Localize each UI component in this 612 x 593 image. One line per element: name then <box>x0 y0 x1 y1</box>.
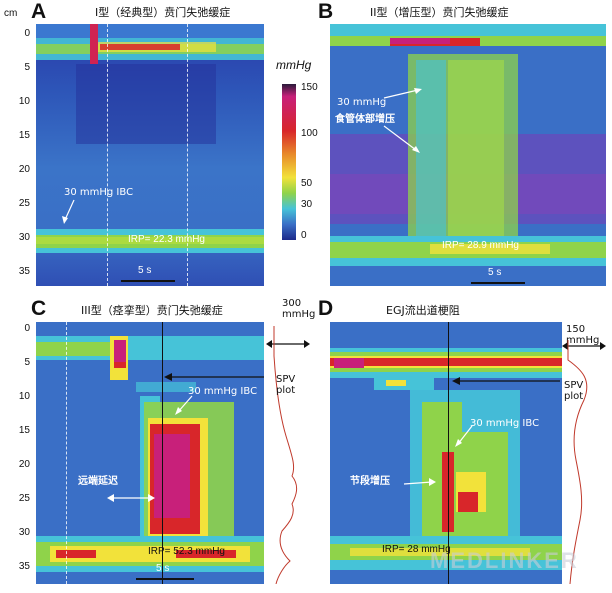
tick-a-5: 5 <box>24 62 30 73</box>
tick-c-5: 5 <box>24 357 30 368</box>
scale-label-c: 5 s <box>156 563 170 574</box>
spv-arrow-c <box>164 373 264 381</box>
panel-d-title: EGJ流出道梗阻 <box>386 304 460 317</box>
panel-a-letter: A <box>31 0 47 23</box>
ibc-label-b: 30 mmHg <box>337 97 387 108</box>
spv-cursor-d <box>448 322 449 584</box>
scale-label-a: 5 s <box>138 265 152 276</box>
pressurization-label-b: 食管体部增压 <box>335 114 395 125</box>
tick-c-30: 30 <box>18 527 30 538</box>
tick-c-25: 25 <box>18 493 30 504</box>
colorbar-tick-150: 150 <box>301 82 318 93</box>
colorbar-tick-100: 100 <box>301 128 318 139</box>
scale-bar-a <box>121 280 175 282</box>
panel-a-title: I型（经典型）贲门失弛缓症 <box>95 6 231 19</box>
segmental-pressurization-label-d: 节段增压 <box>350 476 390 487</box>
tick-c-20: 20 <box>18 459 30 470</box>
tick-a-10: 10 <box>18 96 30 107</box>
heatmap-c <box>36 322 264 584</box>
scale-label-b: 5 s <box>488 267 502 278</box>
topography-plot-a <box>36 24 264 286</box>
axis-unit-a: cm <box>4 8 18 19</box>
scale-bar-c <box>136 578 194 580</box>
tick-c-10: 10 <box>18 391 30 402</box>
time-marker-a1 <box>107 24 108 286</box>
colorbar <box>282 84 296 240</box>
segmental-pressurization-arrow-d <box>403 478 436 486</box>
tick-c-15: 15 <box>18 425 30 436</box>
ibc-label-d: 30 mmHg IBC <box>470 418 540 429</box>
time-marker-a2 <box>187 24 188 286</box>
ibc-label-c: 30 mmHg IBC <box>188 386 258 397</box>
heatmap-d <box>330 322 562 584</box>
heatmap-b <box>330 24 606 286</box>
tick-a-15: 15 <box>18 130 30 141</box>
colorbar-tick-50: 50 <box>301 178 313 189</box>
irp-label-c: IRP= 52.3 mmHg <box>148 546 225 557</box>
panel-b-letter: B <box>318 0 334 23</box>
spv-label-d: SPV plot <box>564 380 584 402</box>
pressurization-arrows-b <box>383 88 422 153</box>
tick-a-0: 0 <box>24 28 30 39</box>
scale-bar-b <box>471 282 525 284</box>
watermark: MEDLINKER <box>430 548 579 573</box>
irp-label-d: IRP= 28 mmHg <box>382 544 451 555</box>
tick-a-30: 30 <box>18 232 30 243</box>
distal-latency-arrow-c <box>107 494 155 502</box>
heatmap-a <box>36 24 264 286</box>
tick-a-20: 20 <box>18 164 30 175</box>
panel-c-letter: C <box>31 297 47 320</box>
panel-b-title: II型（增压型）贲门失弛缓症 <box>370 6 509 19</box>
panel-d-letter: D <box>318 297 334 320</box>
spv-plot-d <box>562 340 606 584</box>
spv-max-label-d: 150 mmHg <box>566 324 600 346</box>
topography-plot-b <box>330 24 606 286</box>
spv-max-label-c: 300 mmHg <box>282 298 316 320</box>
colorbar-unit: mmHg <box>276 58 312 72</box>
ibc-arrow-c <box>175 395 193 415</box>
spv-cursor-c <box>162 322 163 584</box>
spv-arrow-d <box>452 377 560 385</box>
ibc-arrow-d <box>455 425 473 447</box>
spv-plot-c <box>266 326 310 584</box>
time-marker-c1 <box>66 322 67 584</box>
spv-label-c: SPV plot <box>276 374 296 396</box>
topography-plot-c <box>36 322 264 584</box>
tick-c-0: 0 <box>24 323 30 334</box>
tick-a-35: 35 <box>18 266 30 277</box>
distal-latency-label-c: 远端延迟 <box>78 476 118 487</box>
irp-label-b: IRP= 28.9 mmHg <box>442 240 519 251</box>
colorbar-tick-30: 30 <box>301 199 313 210</box>
colorbar-tick-0: 0 <box>301 230 307 241</box>
tick-a-25: 25 <box>18 198 30 209</box>
ibc-arrow-a <box>62 199 75 224</box>
ibc-label-a: 30 mmHg IBC <box>64 187 134 198</box>
tick-c-35: 35 <box>18 561 30 572</box>
irp-label-a: IRP= 22.3 mmHg <box>128 234 205 245</box>
panel-c-title: III型（痉挛型）贲门失弛缓症 <box>81 304 223 317</box>
topography-plot-d <box>330 322 562 584</box>
